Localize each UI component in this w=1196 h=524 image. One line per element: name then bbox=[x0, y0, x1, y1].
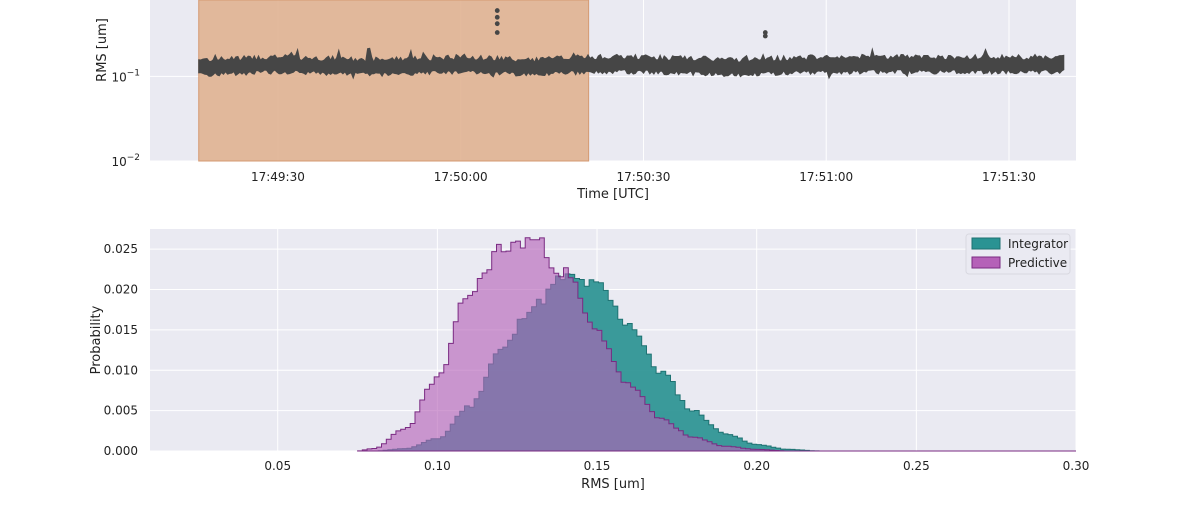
x-tick-label: 17:50:00 bbox=[434, 170, 488, 184]
outlier-point bbox=[494, 14, 500, 20]
outlier-points bbox=[494, 8, 768, 39]
legend-swatch-predictive bbox=[971, 256, 1001, 269]
y-tick-label: 0.000 bbox=[104, 444, 138, 458]
x-tick-label: 0.10 bbox=[424, 459, 451, 473]
x-tick-label: 17:50:30 bbox=[617, 170, 671, 184]
outlier-point bbox=[762, 33, 768, 39]
y-tick-label: 0.015 bbox=[104, 323, 138, 337]
x-tick-label: 17:51:30 bbox=[982, 170, 1036, 184]
histogram-x-ticks: 0.05 0.10 0.15 0.20 0.25 0.30 bbox=[264, 459, 1089, 473]
y-tick-label: 10−2 bbox=[111, 153, 140, 169]
y-tick-label: 10−1 bbox=[111, 68, 140, 84]
x-tick-label: 17:49:30 bbox=[251, 170, 305, 184]
legend-label-integrator: Integrator bbox=[1008, 237, 1068, 251]
x-tick-label: 0.30 bbox=[1063, 459, 1090, 473]
legend: Integrator Predictive bbox=[965, 233, 1071, 275]
y-tick-label: 0.025 bbox=[104, 242, 138, 256]
timeseries-y-ticks: 10−2 10−1 bbox=[111, 68, 140, 169]
y-tick-label: 0.010 bbox=[104, 363, 138, 377]
x-tick-label: 0.05 bbox=[264, 459, 291, 473]
timeseries-x-label: Time [UTC] bbox=[576, 187, 649, 202]
timeseries-panel: 17:49:30 17:50:00 17:50:30 17:51:00 17:51:30… bbox=[95, 0, 1076, 202]
rms-trace-band bbox=[198, 47, 1065, 80]
histogram-y-ticks: 0.000 0.005 0.010 0.015 0.020 0.025 bbox=[104, 242, 138, 458]
outlier-point bbox=[494, 8, 500, 13]
legend-swatch-integrator bbox=[971, 237, 1001, 250]
outlier-point bbox=[762, 30, 768, 35]
x-tick-label: 0.25 bbox=[903, 459, 930, 473]
histogram-y-label: Probability bbox=[89, 305, 104, 374]
histogram-x-label: RMS [um] bbox=[581, 477, 645, 492]
shaded-region bbox=[198, 0, 590, 162]
histogram-panel: 0.05 0.10 0.15 0.20 0.25 0.30 0.000 0.005 0.010… bbox=[89, 229, 1089, 492]
legend-label-predictive: Predictive bbox=[1008, 256, 1067, 270]
y-tick-label: 0.005 bbox=[104, 404, 138, 418]
x-tick-label: 0.15 bbox=[584, 459, 611, 473]
timeseries-x-ticks: 17:49:30 17:50:00 17:50:30 17:51:00 17:51:30 bbox=[251, 170, 1036, 184]
x-tick-label: 17:51:00 bbox=[799, 170, 853, 184]
outlier-point bbox=[494, 30, 500, 35]
histogram-predictive bbox=[357, 237, 1076, 452]
outlier-point bbox=[494, 21, 500, 27]
x-tick-label: 0.20 bbox=[743, 459, 770, 473]
y-tick-label: 0.020 bbox=[104, 283, 138, 297]
timeseries-y-label: RMS [um] bbox=[95, 18, 110, 82]
